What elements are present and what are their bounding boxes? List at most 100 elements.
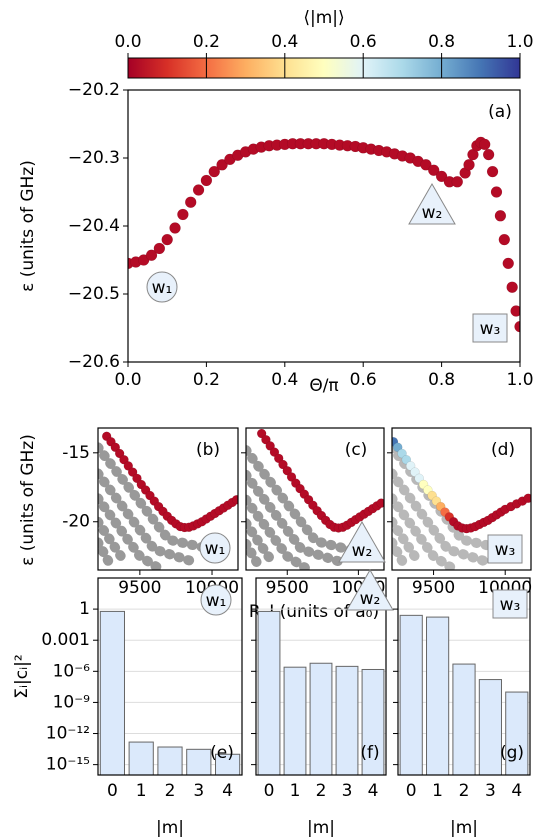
- point: [510, 305, 520, 317]
- axes-frame: [391, 427, 532, 571]
- colorbar-tick-label: 0.0: [114, 32, 141, 52]
- band-line: [246, 538, 264, 570]
- x-tick-label: 1: [136, 781, 147, 801]
- colorbar-label: ⟨|m|⟩: [303, 8, 344, 28]
- y-tick-label: 0.001: [41, 630, 90, 650]
- annotation-triangle: [408, 182, 456, 225]
- plot-area: [398, 608, 530, 775]
- point: [506, 281, 518, 293]
- point: [486, 165, 499, 178]
- y-tick-label: 10⁻⁶: [53, 661, 91, 681]
- plot-area: [98, 608, 242, 775]
- plot-area: [98, 431, 238, 570]
- plot-area: [392, 437, 531, 570]
- axes-frame: [97, 577, 243, 776]
- x-tick-label: 9500: [118, 578, 161, 598]
- point: [169, 222, 181, 234]
- point: [463, 159, 475, 171]
- annotation-triangle: [338, 520, 386, 563]
- x-tick-label: 4: [222, 781, 233, 801]
- annotation-label: w₃: [495, 540, 516, 560]
- point: [192, 184, 205, 196]
- point: [523, 493, 531, 504]
- bar: [452, 663, 476, 775]
- annotation-label: w₁: [205, 539, 226, 559]
- bar: [478, 679, 502, 775]
- x-axis-label: R_I (units of a₀): [249, 602, 379, 622]
- y-tick-label: 10⁻¹⁵: [46, 755, 90, 775]
- x-axis-label: |m|: [156, 818, 184, 838]
- x-tick-label: 0: [264, 781, 275, 801]
- plot-area: [246, 428, 384, 570]
- x-tick-label: 3: [193, 781, 204, 801]
- band-line: [98, 442, 218, 555]
- panel-label: (d): [491, 440, 515, 460]
- bar: [99, 610, 125, 775]
- annotation-label: w₁: [206, 591, 227, 611]
- panel-label: (a): [488, 102, 512, 122]
- panel-label: (e): [210, 743, 234, 763]
- x-axis-label: |m|: [450, 818, 478, 838]
- axes-frame: [255, 577, 387, 776]
- band-line: [98, 493, 167, 570]
- point: [482, 148, 495, 161]
- y-axis-label: Σᵢ|cᵢ|²: [12, 654, 32, 698]
- plot-area: [256, 608, 386, 775]
- x-tick-label: 1: [290, 781, 301, 801]
- colorbar-tick-label: 0.4: [271, 32, 298, 52]
- annotation-circle: [146, 271, 178, 303]
- axes-frame: [397, 577, 531, 776]
- point: [514, 320, 520, 333]
- x-tick-label: 9500: [266, 578, 309, 598]
- annotation-label: w₂: [422, 203, 443, 223]
- band-line: [392, 537, 410, 570]
- band-line: [246, 518, 279, 569]
- point: [231, 494, 238, 505]
- x-tick-label: 0.0: [114, 370, 141, 390]
- band-line: [98, 468, 203, 569]
- x-tick-label: 2: [165, 781, 176, 801]
- x-tick-label: 4: [368, 781, 379, 801]
- y-tick-label: -15: [62, 443, 90, 463]
- y-axis-label: ε (units of GHz): [18, 434, 38, 566]
- point: [153, 242, 166, 255]
- annotation-square: [472, 313, 508, 343]
- annotation-square: [487, 534, 523, 564]
- axes-frame: [127, 89, 521, 363]
- band-line: [392, 516, 425, 569]
- point: [145, 249, 158, 261]
- point: [428, 164, 440, 176]
- x-tick-label: 3: [485, 781, 496, 801]
- point: [478, 138, 491, 151]
- x-axis-label: Θ/π: [309, 376, 338, 396]
- band-line: [246, 469, 350, 569]
- y-tick-label: −20.4: [68, 216, 120, 236]
- point: [216, 159, 228, 171]
- bar: [186, 748, 212, 775]
- panel-label: (g): [500, 743, 524, 763]
- colorbar-tick-label: 1.0: [506, 32, 533, 52]
- panel-label: (f): [360, 743, 379, 763]
- x-tick-label: 0.6: [350, 370, 377, 390]
- y-tick-label: -20: [62, 512, 90, 532]
- axes-frame: [97, 427, 239, 571]
- band-line: [98, 516, 131, 569]
- bar: [426, 616, 450, 775]
- bar: [128, 741, 154, 775]
- panel-label: (b): [196, 440, 220, 460]
- bar: [257, 610, 281, 775]
- y-tick-label: −20.5: [68, 284, 120, 304]
- x-tick-label: 0: [406, 781, 417, 801]
- band-line: [392, 468, 496, 569]
- band-line: [98, 537, 116, 570]
- x-tick-label: 0.4: [271, 370, 298, 390]
- annotation-label: w₂: [352, 541, 373, 561]
- point: [184, 196, 197, 208]
- colorbar-tick-label: 0.8: [428, 32, 455, 52]
- annotation-square: [492, 589, 528, 619]
- annotation-label: w₁: [152, 278, 173, 298]
- point: [502, 257, 514, 270]
- x-tick-label: 0.8: [428, 370, 455, 390]
- bar: [157, 746, 183, 775]
